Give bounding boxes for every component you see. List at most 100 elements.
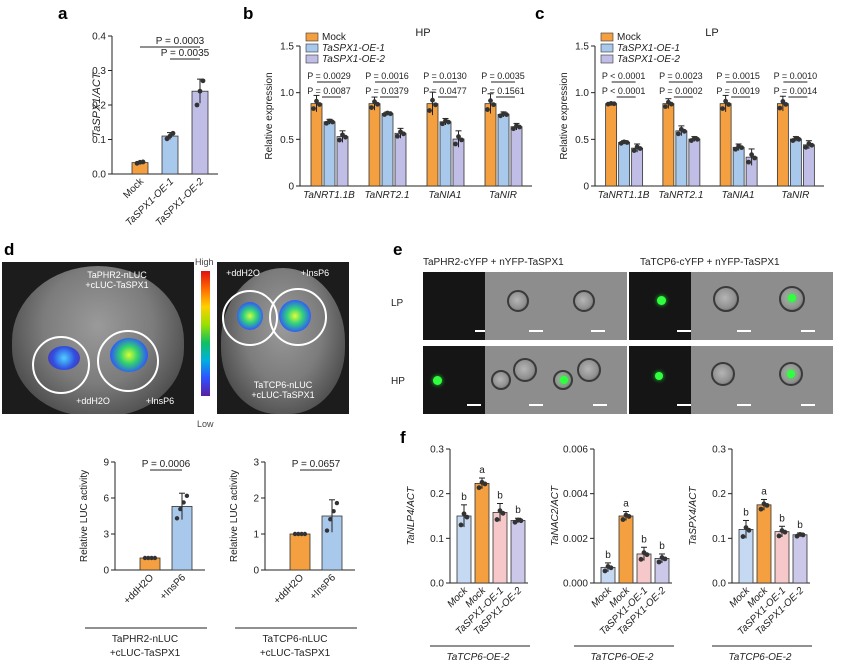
data-point [181, 500, 186, 505]
significance-letter: b [743, 507, 749, 518]
data-point [631, 148, 637, 153]
bar [719, 103, 732, 187]
y-axis-label: TaSPX4/ACT [688, 486, 699, 546]
y-tick-label: 0.1 [92, 135, 106, 146]
p-value-label: P = 0.0657 [292, 459, 341, 470]
bar [191, 90, 209, 175]
significance-letter: b [797, 520, 803, 531]
bar [161, 135, 179, 175]
data-point [694, 136, 700, 142]
data-point [803, 144, 809, 150]
y-tick-label: 3 [103, 530, 109, 541]
p-value-label: P = 0.0016 [365, 71, 409, 81]
leaf-shape [12, 266, 184, 414]
y-tick-label: 1.0 [280, 88, 294, 99]
data-point [388, 111, 393, 117]
data-point [504, 112, 509, 117]
x-tick-label: TaNIA1 [722, 190, 755, 201]
y-axis-label: Relative expression [264, 72, 275, 159]
yfp-signal [788, 294, 796, 302]
significance-letter: a [623, 499, 629, 510]
x-tick-label: Mock [121, 176, 146, 201]
significance-letter: b [659, 541, 665, 552]
data-point [464, 514, 470, 520]
scale-bar [677, 330, 691, 332]
yfp-signal [787, 370, 795, 378]
data-point [433, 102, 438, 108]
treatment-label: +ddH2O [226, 268, 260, 278]
legend-swatch [305, 54, 319, 64]
bar [492, 512, 508, 584]
data-point [334, 500, 340, 506]
scale-low-label: Low [197, 419, 214, 429]
p-value-label: P = 0.0015 [716, 71, 760, 81]
x-tick-label: TaNRT1.1B [303, 190, 355, 201]
legend-swatch [600, 32, 614, 42]
legend-label: Mock [322, 32, 347, 43]
data-point [292, 531, 298, 537]
bar [662, 103, 675, 187]
p-value-label: P = 0.0029 [307, 71, 351, 81]
data-point [624, 140, 630, 145]
scale-bar [593, 404, 607, 406]
cell [573, 290, 595, 312]
data-point [739, 145, 745, 151]
data-point [343, 134, 348, 140]
bar [497, 113, 510, 187]
p-value-label: P = 0.0003 [156, 36, 205, 47]
group-label: +cLUC-TaSPX1 [260, 648, 331, 659]
data-point [746, 527, 752, 533]
bar [631, 147, 644, 187]
micrograph-lp-merge-1 [547, 272, 627, 340]
legend-swatch [600, 43, 614, 53]
y-axis-label: Relative expression [559, 72, 570, 159]
data-point [517, 124, 522, 130]
y-tick-label: 0.4 [92, 32, 106, 43]
data-point [170, 130, 176, 136]
scale-bar [475, 330, 489, 332]
p-value-label: P = 0.0087 [307, 86, 351, 96]
y-tick-label: 9 [103, 458, 109, 469]
data-point [746, 159, 752, 165]
bar [310, 103, 323, 187]
y-axis-label: TaNAC2/ACT [550, 485, 561, 546]
treatment-label: +InsP6 [145, 396, 175, 406]
chart-title: HP [415, 27, 430, 39]
legend-swatch [305, 32, 319, 42]
x-tick-label: TaNRT2.1 [658, 190, 703, 201]
bar [605, 103, 618, 187]
p-value-label: P = 0.0010 [774, 71, 818, 81]
p-value-label: P = 0.0014 [774, 86, 818, 96]
legend-label: TaSPX1-OE-2 [322, 54, 385, 65]
y-tick-label: 6 [103, 494, 109, 505]
luc-signal [48, 346, 80, 370]
data-point [500, 510, 506, 516]
data-point [459, 137, 464, 143]
data-point [758, 506, 764, 512]
data-point [681, 128, 687, 134]
data-point [446, 119, 451, 125]
bar [774, 531, 790, 584]
luc-signal [279, 300, 311, 332]
luciferase-leaf-image-1: TaPHR2-nLUC +cLUC-TaSPX1 +ddH2O +InsP6 [2, 262, 194, 414]
x-tick-label: +InsP6 [158, 572, 188, 602]
cell [513, 358, 537, 382]
data-point [194, 102, 200, 108]
scale-bar [801, 404, 815, 406]
treatment-label: +InsP6 [300, 268, 330, 278]
y-tick-label: 0.3 [430, 445, 444, 456]
x-tick-label: TaNIA1 [429, 190, 462, 201]
group-label: TaPHR2-nLUC [112, 634, 178, 645]
bar [323, 121, 336, 187]
data-point [375, 101, 380, 107]
data-point [720, 106, 726, 111]
treatment-label: +ddH2O [76, 396, 110, 406]
luminescence-color-scale [201, 271, 210, 396]
x-tick-label: TaNIR [781, 190, 809, 201]
yfp-signal [560, 376, 568, 384]
p-value-label: P = 0.0379 [365, 86, 409, 96]
data-point [184, 493, 190, 499]
x-tick-label: TaNRT1.1B [598, 190, 650, 201]
p-value-label: P = 0.0035 [161, 48, 210, 59]
bar [368, 103, 381, 187]
